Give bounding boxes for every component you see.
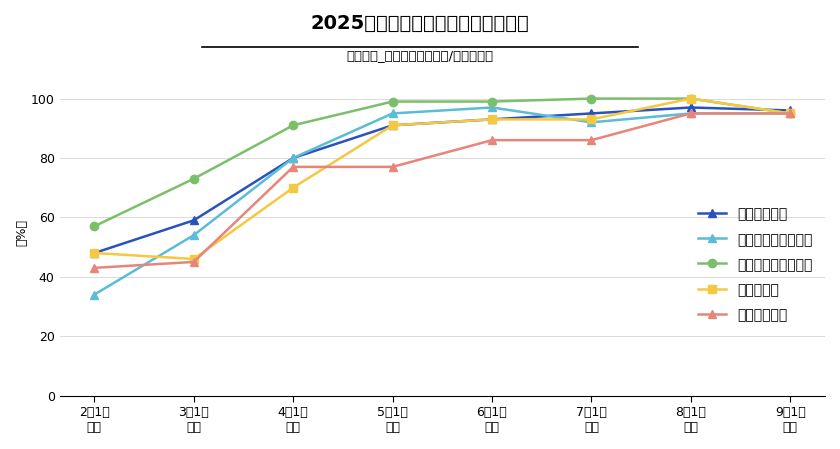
大学院生全体	[89, 251, 99, 256]
Y-axis label: （%）: （%）	[15, 219, 28, 246]
大学院生全体	[387, 123, 397, 128]
建築・土木系	[785, 111, 795, 116]
情報工学系	[189, 256, 199, 262]
建築・土木系	[288, 164, 298, 170]
生物・農学・水産系	[785, 111, 795, 116]
大学院生全体	[189, 218, 199, 223]
大学院生全体	[487, 117, 497, 122]
大学院生全体	[685, 105, 696, 110]
Text: 2025年卒　就職内定率（大学院生）: 2025年卒 就職内定率（大学院生）	[311, 13, 529, 32]
情報工学系	[685, 96, 696, 101]
Line: 大学院生全体: 大学院生全体	[90, 103, 795, 257]
生物・農学・水産系	[487, 105, 497, 110]
生物・農学・水産系	[288, 155, 298, 161]
情報工学系	[288, 185, 298, 190]
機械・電気・電子系	[785, 111, 795, 116]
建築・土木系	[89, 265, 99, 271]
機械・電気・電子系	[189, 176, 199, 181]
情報工学系	[586, 117, 596, 122]
機械・電気・電子系	[586, 96, 596, 101]
大学院生全体	[785, 108, 795, 113]
建築・土木系	[189, 259, 199, 264]
建築・土木系	[387, 164, 397, 170]
生物・農学・水産系	[685, 111, 696, 116]
情報工学系	[89, 251, 99, 256]
生物・農学・水産系	[189, 233, 199, 238]
Line: 機械・電気・電子系: 機械・電気・電子系	[90, 94, 795, 230]
Line: 建築・土木系: 建築・土木系	[90, 109, 795, 272]
生物・農学・水産系	[387, 111, 397, 116]
Text: 大学院生_全体（就職志望者/単一回答）: 大学院生_全体（就職志望者/単一回答）	[346, 49, 494, 62]
情報工学系	[487, 117, 497, 122]
建築・土木系	[586, 137, 596, 143]
機械・電気・電子系	[288, 123, 298, 128]
建築・土木系	[487, 137, 497, 143]
Line: 情報工学系: 情報工学系	[90, 94, 795, 263]
Legend: 大学院生全体, 生物・農学・水産系, 機械・電気・電子系, 情報工学系, 建築・土木系: 大学院生全体, 生物・農学・水産系, 機械・電気・電子系, 情報工学系, 建築・…	[693, 202, 818, 328]
機械・電気・電子系	[89, 224, 99, 229]
機械・電気・電子系	[685, 96, 696, 101]
情報工学系	[785, 111, 795, 116]
生物・農学・水産系	[89, 292, 99, 297]
Line: 生物・農学・水産系: 生物・農学・水産系	[90, 103, 795, 299]
機械・電気・電子系	[487, 99, 497, 104]
大学院生全体	[288, 155, 298, 161]
機械・電気・電子系	[387, 99, 397, 104]
情報工学系	[387, 123, 397, 128]
生物・農学・水産系	[586, 119, 596, 125]
大学院生全体	[586, 111, 596, 116]
建築・土木系	[685, 111, 696, 116]
